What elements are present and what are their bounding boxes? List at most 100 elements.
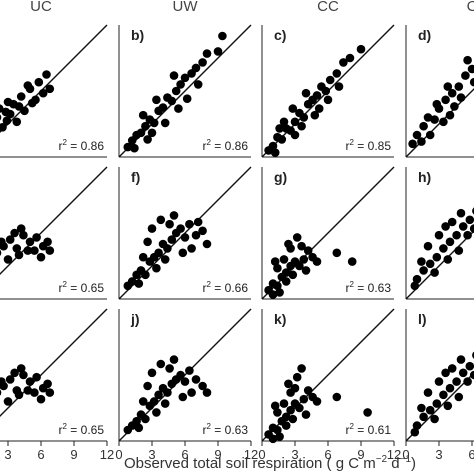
data-point xyxy=(310,110,320,120)
data-point xyxy=(425,130,435,140)
data-point xyxy=(134,423,144,433)
data-point xyxy=(180,233,190,242)
data-point xyxy=(301,410,311,419)
data-point xyxy=(3,255,13,264)
data-point xyxy=(288,270,298,280)
panel-d: d) xyxy=(405,25,474,158)
panel-label: k) xyxy=(274,311,286,327)
panel-i: r2 = 0.65 3 6 9 12 xyxy=(0,308,114,462)
data-point xyxy=(279,117,289,127)
x-tick-label: 9 xyxy=(357,447,364,462)
data-point xyxy=(463,377,472,386)
data-point xyxy=(149,397,159,406)
data-point xyxy=(185,219,194,229)
data-point xyxy=(2,116,12,125)
data-point xyxy=(141,414,150,424)
data-point xyxy=(334,82,344,91)
data-point xyxy=(281,277,291,286)
x-axis-label: Observed total soil respiration ( g C m−… xyxy=(124,454,416,472)
panel-b: b) r2 = 0.86 xyxy=(118,24,252,158)
data-point xyxy=(419,121,428,131)
data-point xyxy=(43,237,52,247)
data-point xyxy=(463,230,472,240)
data-point xyxy=(0,123,7,132)
data-point xyxy=(198,58,207,67)
column-header: CC xyxy=(317,0,339,15)
x-tick-label: 12 xyxy=(100,447,114,462)
data-point xyxy=(34,77,44,87)
data-point xyxy=(297,364,306,373)
data-point xyxy=(458,222,468,231)
data-point xyxy=(423,113,433,122)
data-point xyxy=(303,246,313,255)
r-squared-label: r2 = 0.61 xyxy=(346,422,392,437)
data-point xyxy=(445,110,455,120)
data-point xyxy=(447,217,457,227)
data-point xyxy=(408,139,417,149)
data-point xyxy=(5,235,15,244)
x-tick-label: 0 xyxy=(258,447,265,462)
panel-l: l) 0 3 6 xyxy=(402,309,474,462)
data-point xyxy=(36,252,46,262)
data-point xyxy=(141,121,150,131)
data-point xyxy=(174,104,183,113)
data-point xyxy=(138,110,148,120)
data-point xyxy=(292,233,302,242)
data-point xyxy=(3,97,13,107)
data-point xyxy=(160,399,170,408)
data-point xyxy=(314,104,324,113)
data-point xyxy=(430,268,439,277)
data-point xyxy=(463,55,472,65)
panel-label: d) xyxy=(418,27,431,43)
data-point xyxy=(447,88,457,98)
x-tick-label: 0 xyxy=(402,447,409,462)
r-squared-label: r2 = 0.86 xyxy=(59,138,105,153)
data-point xyxy=(136,128,146,138)
data-point xyxy=(25,377,35,386)
data-point xyxy=(410,281,420,291)
data-point xyxy=(213,47,223,56)
data-point xyxy=(450,102,459,111)
data-point xyxy=(447,364,457,373)
data-point xyxy=(290,130,300,140)
data-point xyxy=(461,71,470,80)
data-point xyxy=(176,370,185,380)
data-point xyxy=(268,141,278,151)
data-point xyxy=(158,103,168,112)
x-tick-label: 6 xyxy=(181,447,188,462)
data-point xyxy=(273,281,282,291)
panel-label: l) xyxy=(418,311,427,327)
data-point xyxy=(452,377,461,386)
data-point xyxy=(32,372,41,382)
data-point xyxy=(273,263,282,273)
r-squared-label: r2 = 0.63 xyxy=(346,280,392,295)
panel-j: j) r2 = 0.63 0 3 6 9 12 xyxy=(115,308,258,462)
r-squared-label: r2 = 0.86 xyxy=(203,138,249,153)
data-point xyxy=(288,104,298,113)
x-tick-label: 12 xyxy=(244,447,258,462)
data-point xyxy=(321,86,331,96)
data-point xyxy=(14,250,24,260)
data-point xyxy=(297,241,306,251)
data-point xyxy=(5,375,15,384)
data-point xyxy=(441,222,450,231)
data-point xyxy=(152,95,161,105)
data-point xyxy=(284,379,293,389)
panel-f: f) r2 = 0.66 xyxy=(118,166,252,300)
panel-k: k) r2 = 0.61 0 3 6 9 12 xyxy=(258,308,401,462)
data-point xyxy=(270,148,280,157)
data-point xyxy=(134,279,144,288)
data-point xyxy=(279,399,289,408)
one-to-one-line xyxy=(0,166,108,275)
data-point xyxy=(202,239,212,249)
data-point xyxy=(167,235,177,244)
r-squared-label: r2 = 0.65 xyxy=(59,422,105,437)
one-to-one-line xyxy=(0,24,108,133)
data-point xyxy=(410,427,420,437)
column-header: UC xyxy=(30,0,52,15)
data-point xyxy=(297,121,306,131)
data-point xyxy=(469,370,474,380)
data-point xyxy=(412,274,422,284)
data-point xyxy=(19,230,28,240)
data-point xyxy=(169,71,179,80)
